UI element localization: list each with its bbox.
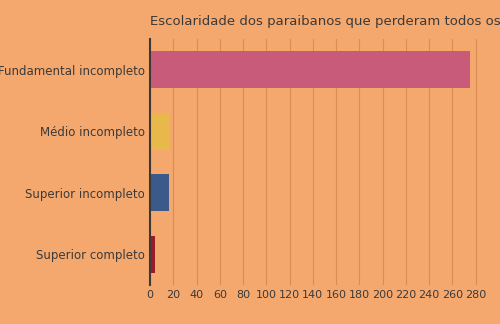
- Bar: [150, 174, 169, 211]
- Bar: [150, 51, 470, 88]
- Bar: [150, 236, 154, 273]
- Text: Escolaridade dos paraibanos que perderam todos os dentes em 2019, dados do IBGE: Escolaridade dos paraibanos que perderam…: [150, 15, 500, 28]
- Bar: [150, 113, 169, 150]
